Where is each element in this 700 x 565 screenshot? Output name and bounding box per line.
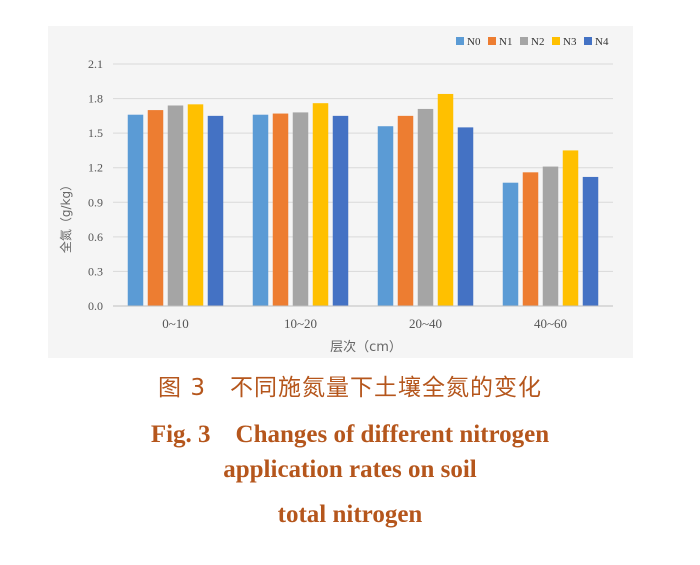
bar-n2-1 <box>292 112 309 307</box>
caption-chinese: 图 3 不同施氮量下土壤全氮的变化 <box>158 375 542 401</box>
x-tick-label: 20~40 <box>409 316 442 331</box>
x-tick-label: 0~10 <box>162 316 189 331</box>
bar-n0-0 <box>127 114 144 306</box>
y-tick-label: 0.6 <box>88 230 103 244</box>
bar-n1-1 <box>272 113 289 306</box>
legend-swatch-n3 <box>552 37 560 45</box>
bar-n1-3 <box>522 172 539 306</box>
bar-n4-3 <box>582 176 599 306</box>
legend-swatch-n0 <box>456 37 464 45</box>
caption-english-line-2: application rates on soil <box>223 456 477 483</box>
caption-english-line-3: total nitrogen <box>277 501 423 528</box>
legend-swatch-n2 <box>520 37 528 45</box>
bar-n2-3 <box>542 166 559 306</box>
bar-n4-1 <box>332 115 349 306</box>
legend-swatch-n4 <box>584 37 592 45</box>
bar-n2-2 <box>417 108 434 306</box>
y-tick-label: 1.5 <box>88 126 103 140</box>
bar-n4-0 <box>207 115 224 306</box>
legend-label-n4: N4 <box>595 36 609 48</box>
y-tick-label: 0.9 <box>88 195 103 209</box>
legend-label-n0: N0 <box>467 36 481 48</box>
y-tick-label: 1.2 <box>88 161 103 175</box>
bar-chart: 0.0 0.3 0.6 0.9 1.2 1.5 1.8 2.1 0~10 10~20 20~40 40… <box>58 36 613 355</box>
x-tick-label: 10~20 <box>284 316 317 331</box>
bar-n3-2 <box>437 93 454 306</box>
y-tick-label: 2.1 <box>88 57 103 71</box>
chart-panel: 0.0 0.3 0.6 0.9 1.2 1.5 1.8 2.1 0~10 10~20 20~40 40… <box>48 26 633 358</box>
y-tick-label: 1.8 <box>88 92 103 106</box>
bar-n1-0 <box>147 110 164 306</box>
bar-n3-3 <box>562 150 579 306</box>
legend-label-n2: N2 <box>531 36 544 48</box>
bar-n3-0 <box>187 104 204 306</box>
caption-english-line-1: Fig. 3 Changes of different nitrogen <box>150 421 550 448</box>
x-axis-title: 层次（cm） <box>330 339 402 355</box>
bar-n3-1 <box>312 103 329 306</box>
x-tick-label: 40~60 <box>534 316 567 331</box>
bar-n0-3 <box>502 182 519 306</box>
bar-n2-0 <box>167 105 184 306</box>
legend-label-n3: N3 <box>563 36 577 48</box>
y-axis-title: 全氮（g/kg） <box>58 179 73 253</box>
legend-label-n1: N1 <box>499 36 512 48</box>
y-tick-label: 0.0 <box>88 299 103 313</box>
bar-n1-2 <box>397 115 414 306</box>
legend-swatch-n1 <box>488 37 496 45</box>
bar-n4-2 <box>457 127 474 306</box>
bar-n0-2 <box>377 126 394 306</box>
y-tick-label: 0.3 <box>88 264 103 278</box>
bar-n0-1 <box>252 114 269 306</box>
